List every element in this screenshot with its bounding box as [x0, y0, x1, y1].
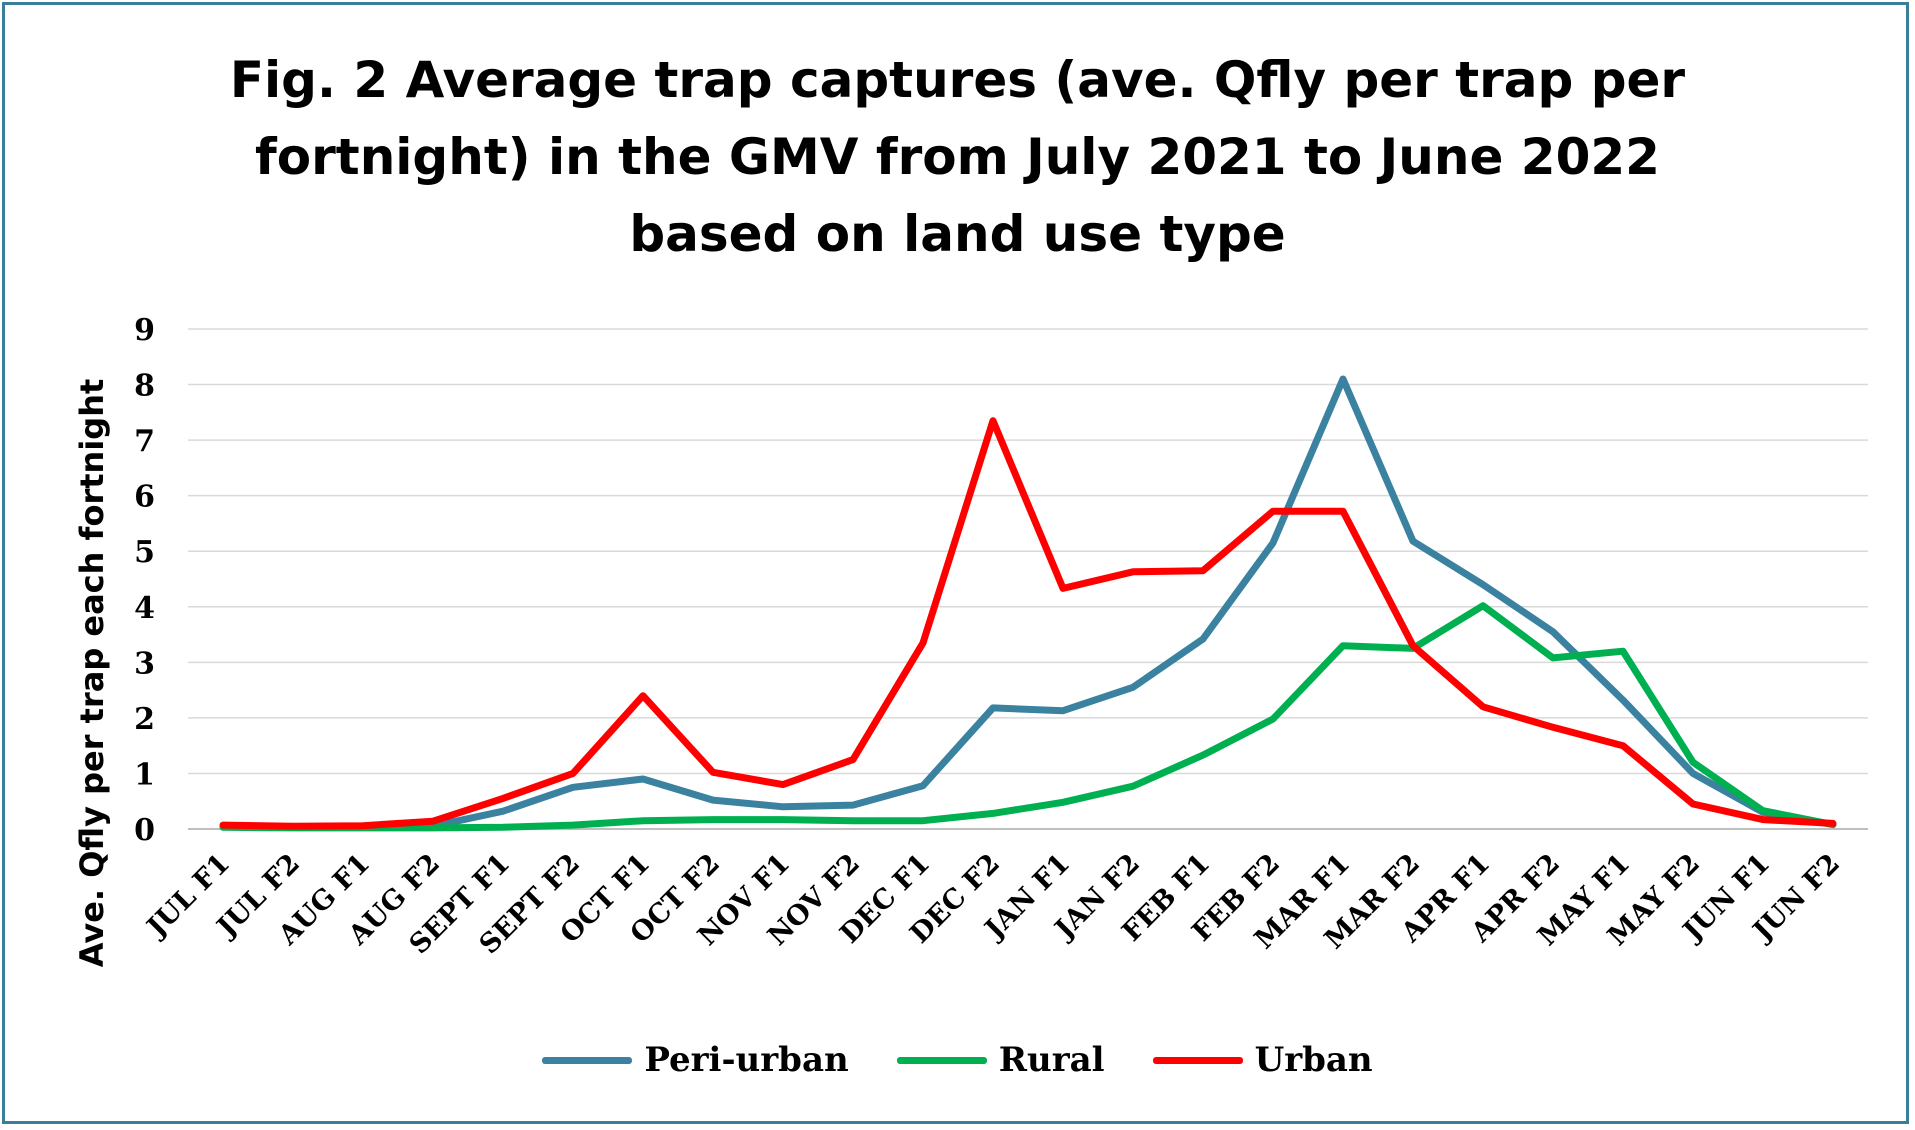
legend: Peri-urban Rural Urban [0, 1040, 1915, 1080]
chart-title-line-1: Fig. 2 Average trap captures (ave. Qfly … [229, 51, 1686, 109]
y-tick-labels: 0 1 2 3 4 5 6 7 8 9 [134, 313, 155, 848]
legend-item-peri-urban: Peri-urban [542, 1040, 849, 1080]
legend-label-urban: Urban [1254, 1040, 1373, 1080]
legend-swatch-rural [896, 1056, 987, 1064]
y-tick-label: 1 [134, 757, 155, 792]
series-line-urban [219, 417, 1837, 830]
chart-title-line-2: fortnight) in the GMV from July 2021 to … [255, 128, 1660, 186]
legend-swatch-urban [1152, 1056, 1243, 1064]
y-tick-label: 4 [134, 591, 155, 626]
y-tick-label: 7 [134, 424, 155, 459]
y-tick-label: 3 [134, 646, 155, 681]
legend-item-rural: Rural [896, 1040, 1105, 1080]
y-tick-label: 8 [134, 369, 155, 404]
y-tick-label: 0 [134, 813, 155, 848]
y-tick-label: 9 [134, 313, 155, 348]
series-line-rural [219, 602, 1837, 832]
legend-item-urban: Urban [1152, 1040, 1373, 1080]
y-tick-label: 2 [134, 702, 155, 737]
y-tick-label: 5 [134, 535, 155, 570]
chart-title-line-3: based on land use type [629, 205, 1286, 263]
series-line-peri-urban [219, 375, 1837, 831]
legend-label-peri-urban: Peri-urban [644, 1040, 849, 1080]
series-lines [219, 375, 1837, 832]
legend-label-rural: Rural [998, 1040, 1105, 1080]
gridlines [188, 328, 1868, 830]
chart-title: Fig. 2 Average trap captures (ave. Qfly … [0, 42, 1915, 273]
y-tick-label: 6 [134, 480, 155, 515]
legend-swatch-peri-urban [542, 1056, 633, 1064]
